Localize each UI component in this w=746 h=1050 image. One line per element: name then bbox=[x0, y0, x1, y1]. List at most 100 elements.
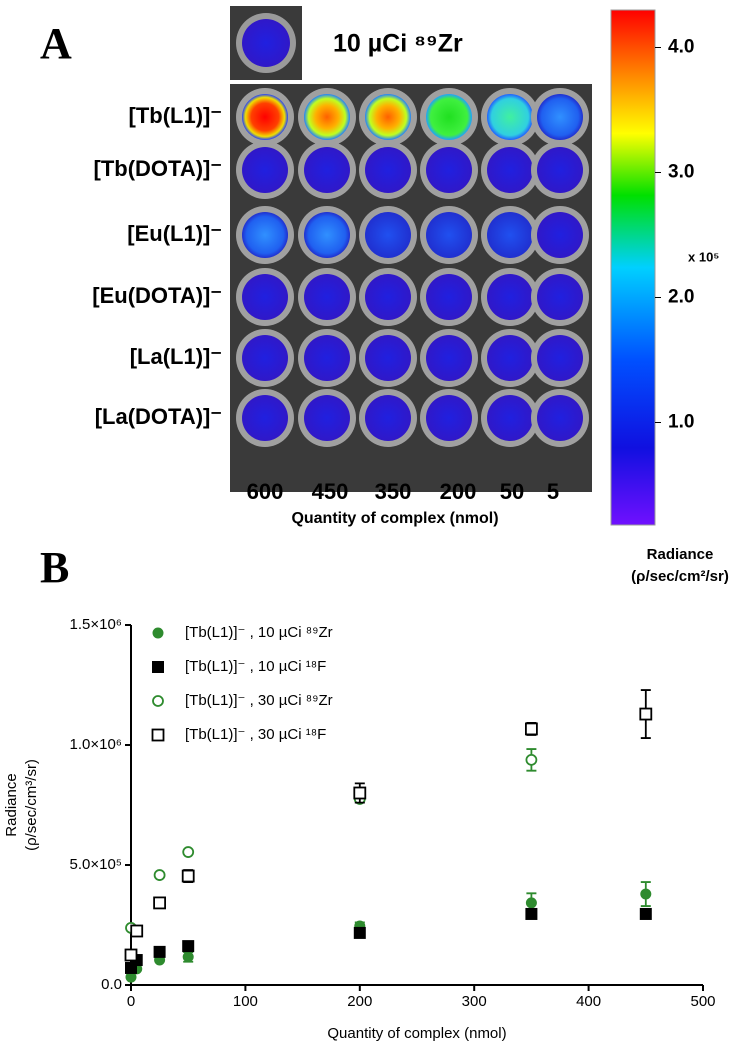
data-point bbox=[639, 907, 652, 920]
well bbox=[426, 335, 472, 381]
y-axis-title: Radiance bbox=[3, 773, 20, 836]
colorbar-multiplier: x 10⁵ bbox=[688, 249, 719, 264]
well bbox=[242, 335, 288, 381]
well bbox=[304, 212, 350, 258]
colorbar bbox=[610, 9, 656, 526]
y-tick-label: 0.0 bbox=[101, 976, 122, 993]
colorbar-tick-label: 2.0 bbox=[668, 287, 694, 308]
well bbox=[537, 274, 583, 320]
well bbox=[365, 212, 411, 258]
column-label: 5 bbox=[547, 479, 559, 504]
well bbox=[487, 274, 533, 320]
well bbox=[487, 395, 533, 441]
well bbox=[537, 94, 583, 140]
column-label: 200 bbox=[440, 479, 477, 504]
legend-label: [Tb(L1)]⁻ , 10 µCi ¹⁸F bbox=[185, 658, 326, 675]
panel-label: A bbox=[40, 19, 72, 68]
well bbox=[365, 147, 411, 193]
well bbox=[426, 212, 472, 258]
x-axis-title: Quantity of complex (nmol) bbox=[291, 510, 498, 527]
column-label: 450 bbox=[312, 479, 349, 504]
column-label: 350 bbox=[375, 479, 412, 504]
well bbox=[304, 147, 350, 193]
data-point bbox=[640, 888, 652, 900]
header: 10 µCi ⁸⁹Zr bbox=[333, 30, 463, 58]
y-tick-label: 1.0×10⁶ bbox=[70, 736, 122, 753]
well bbox=[426, 274, 472, 320]
data-point bbox=[353, 926, 366, 939]
data-point bbox=[525, 907, 538, 920]
data-point bbox=[525, 722, 538, 736]
well bbox=[537, 147, 583, 193]
data-point bbox=[130, 924, 144, 938]
y-tick-label: 1.5×10⁶ bbox=[70, 616, 122, 633]
legend-marker bbox=[151, 728, 165, 742]
colorbar-tick-label: 1.0 bbox=[668, 412, 694, 433]
well bbox=[304, 94, 350, 140]
data-point bbox=[353, 786, 367, 800]
data-point bbox=[153, 896, 167, 910]
well bbox=[242, 147, 288, 193]
well bbox=[487, 94, 533, 140]
data-point bbox=[525, 897, 537, 909]
row-label: [La(L1)]⁻ bbox=[130, 344, 222, 369]
data-point bbox=[639, 707, 653, 721]
x-tick-label: 400 bbox=[576, 993, 601, 1010]
data-point bbox=[525, 753, 538, 766]
well bbox=[242, 274, 288, 320]
x-tick-label: 0 bbox=[127, 993, 135, 1010]
data-point bbox=[182, 951, 194, 963]
well bbox=[365, 94, 411, 140]
well bbox=[304, 395, 350, 441]
well bbox=[304, 274, 350, 320]
colorbar-title: Radiance bbox=[647, 546, 714, 563]
well bbox=[537, 395, 583, 441]
well bbox=[365, 395, 411, 441]
x-tick-label: 500 bbox=[690, 993, 715, 1010]
y-axis-title: (ρ/sec/cm³/sr) bbox=[23, 759, 40, 851]
well bbox=[365, 274, 411, 320]
well bbox=[242, 212, 288, 258]
well bbox=[487, 147, 533, 193]
legend-marker bbox=[152, 695, 164, 707]
row-label: [Tb(L1)]⁻ bbox=[129, 103, 222, 128]
colorbar-tick-label: 3.0 bbox=[668, 162, 694, 183]
legend-label: [Tb(L1)]⁻ , 10 µCi ⁸⁹Zr bbox=[185, 624, 333, 641]
colorbar-tick-label: 4.0 bbox=[668, 37, 694, 58]
well bbox=[304, 335, 350, 381]
row-label: [Eu(DOTA)]⁻ bbox=[92, 283, 222, 308]
well bbox=[487, 212, 533, 258]
well bbox=[426, 94, 472, 140]
legend-label: [Tb(L1)]⁻ , 30 µCi ⁸⁹Zr bbox=[185, 692, 333, 709]
data-point bbox=[153, 945, 166, 958]
x-tick-label: 100 bbox=[233, 993, 258, 1010]
well bbox=[242, 94, 288, 140]
well bbox=[365, 335, 411, 381]
x-axis-title: Quantity of complex (nmol) bbox=[327, 1025, 506, 1042]
colorbar-title: (ρ/sec/cm²/sr) bbox=[631, 568, 729, 585]
legend-label: [Tb(L1)]⁻ , 30 µCi ¹⁸F bbox=[185, 726, 326, 743]
well bbox=[242, 395, 288, 441]
column-label: 600 bbox=[247, 479, 284, 504]
y-tick-label: 5.0×10⁵ bbox=[69, 856, 122, 873]
data-point bbox=[124, 948, 138, 962]
panel-label: B bbox=[40, 543, 69, 592]
row-label: [Tb(DOTA)]⁻ bbox=[94, 156, 223, 181]
row-label: [Eu(L1)]⁻ bbox=[127, 221, 222, 246]
data-point bbox=[153, 869, 166, 881]
data-point bbox=[182, 940, 195, 953]
x-tick-label: 200 bbox=[347, 993, 372, 1010]
well bbox=[537, 335, 583, 381]
legend-marker bbox=[152, 661, 164, 673]
well bbox=[426, 395, 472, 441]
data-point bbox=[182, 846, 195, 858]
well bbox=[537, 212, 583, 258]
well bbox=[426, 147, 472, 193]
legend-marker bbox=[152, 627, 164, 639]
row-label: [La(DOTA)]⁻ bbox=[95, 404, 222, 429]
well bbox=[242, 19, 290, 67]
data-point bbox=[181, 869, 195, 883]
well bbox=[487, 335, 533, 381]
x-tick-label: 300 bbox=[462, 993, 487, 1010]
